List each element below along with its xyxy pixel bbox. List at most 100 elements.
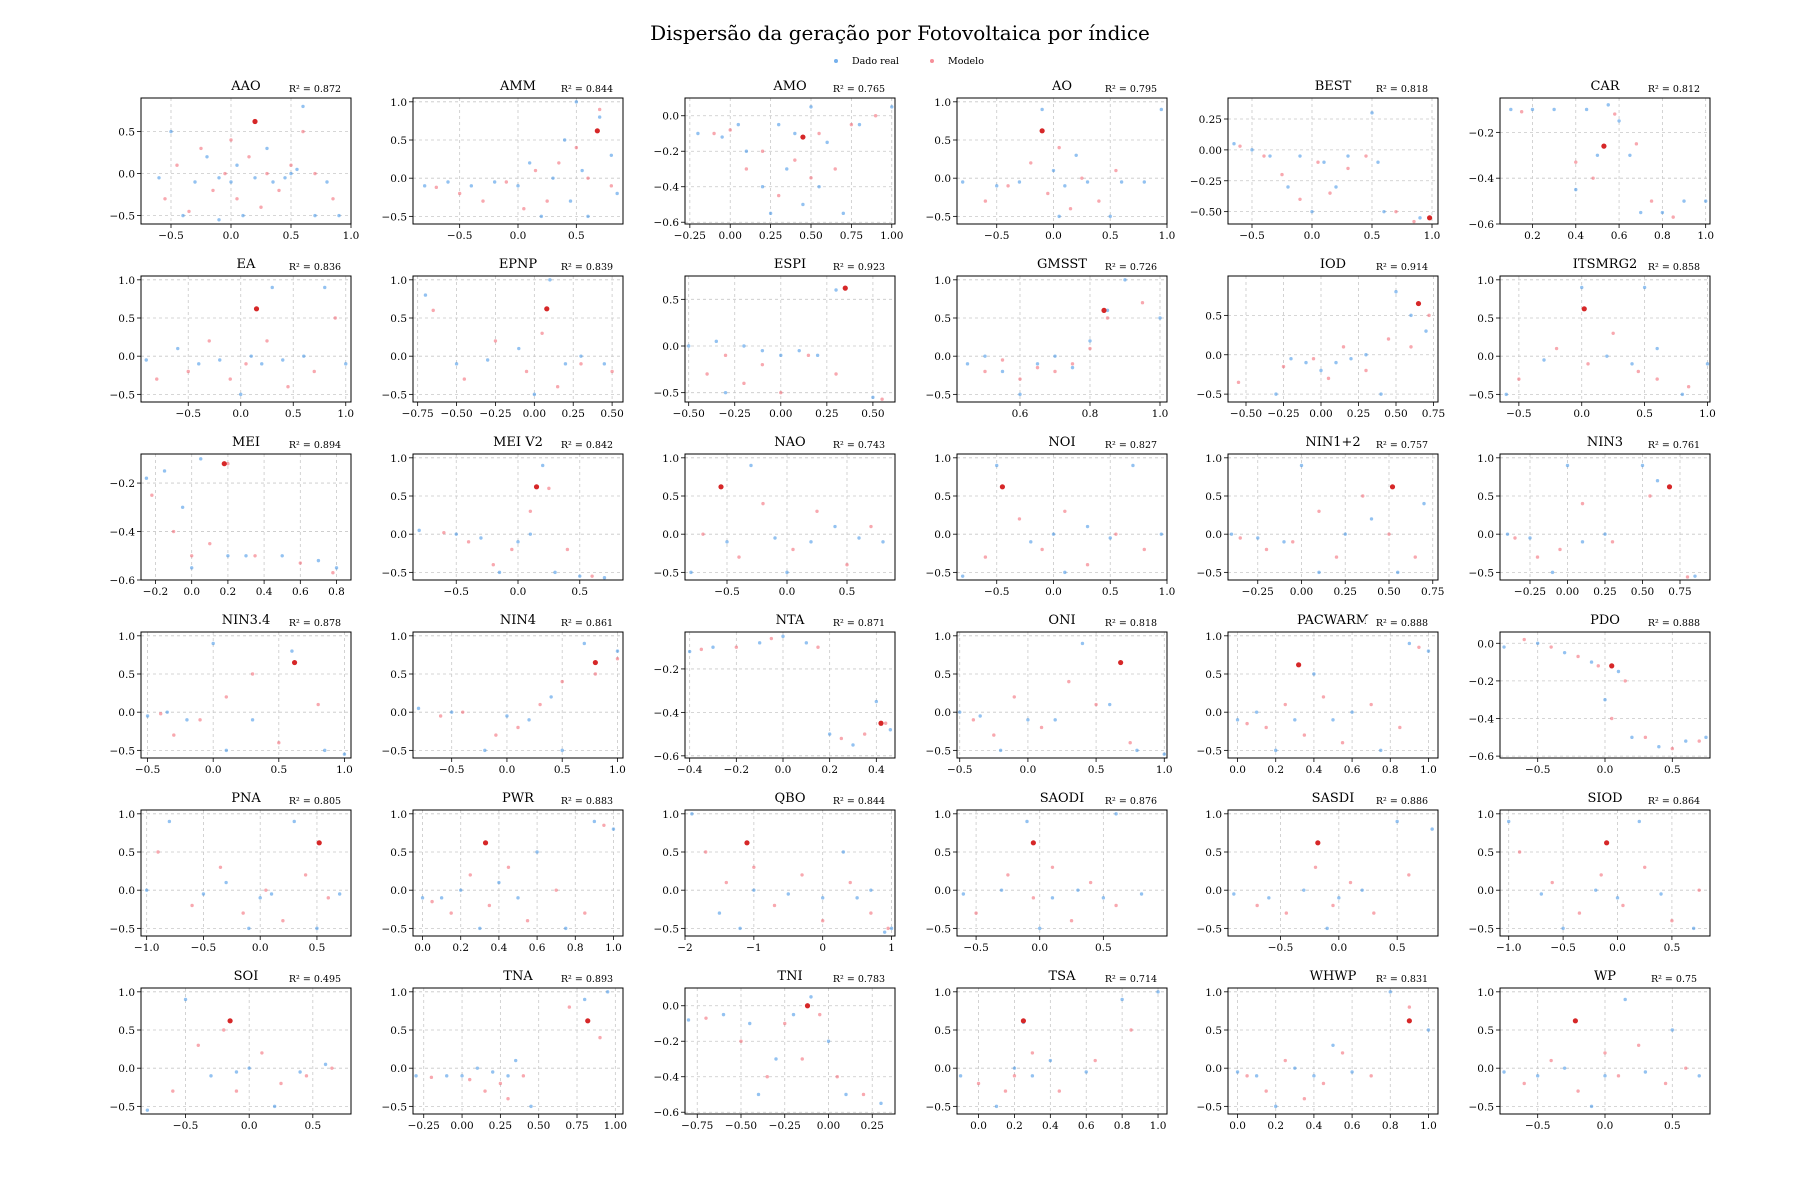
point-model [1387,532,1391,536]
y-tick-label: 0.0 [390,1063,407,1075]
point-real [1050,896,1055,900]
y-tick-label: −0.5 [382,745,408,757]
x-tick-label: 0.8 [1082,408,1099,420]
point-model [1369,702,1373,707]
point-model [976,1081,981,1086]
r2-box [823,260,895,274]
axes-frame [412,987,624,1115]
y-tick-label: −0.4 [1469,714,1495,726]
figure-title: Dispersão da geração por Fotovoltaica po… [650,21,1150,45]
point-real [1370,111,1374,115]
point-real [1302,888,1306,892]
point-real [483,748,487,753]
y-tick-label: 1.0 [1477,809,1494,821]
y-tick-label: −0.5 [1469,1101,1495,1113]
y-tick-label: 0.0 [1477,1063,1494,1075]
r2-label: R² = 0.842 [561,440,613,451]
y-tick-label: −0.5 [1469,389,1495,401]
point-model [1616,1074,1621,1078]
point-real [283,176,287,180]
subplot-title: NIN4 [500,613,536,628]
x-tick-label: 0.0 [779,586,796,598]
point-real [323,285,327,290]
axes-frame [140,631,352,759]
point-real [271,180,275,184]
point-model [264,888,268,892]
point-real [1388,990,1392,994]
point-real [1502,645,1506,649]
y-tick-label: 0.0 [118,885,135,897]
y-tick-label: 0.5 [1205,847,1222,859]
point-model [579,362,583,366]
x-tick-label: 0.4 [1306,1120,1323,1132]
r2-box [1095,82,1167,96]
y-tick-label: 0.5 [1205,669,1222,681]
point-real [1229,532,1234,536]
point-model [211,188,215,193]
point-real [785,570,789,575]
point-real [529,1104,533,1109]
subplot-amm: −0.5 0.0 0.5 −0.5 0.0 0.5 1.0 AMM R² = 0.844 [382,79,624,242]
point-real [1135,748,1139,753]
y-tick-label: 0.5 [390,847,407,859]
point-model [150,493,154,497]
r2-label: R² = 0.827 [1105,440,1157,451]
y-tick-label: −0.4 [654,1072,680,1084]
point-model [769,636,774,641]
point-model [705,372,709,376]
subplot-nin1-2: −0.25 0.00 0.25 0.50 0.75 −0.5 0.0 0.5 1.0 NIN1+2… [1197,435,1445,598]
x-tick-label: 0.50 [600,408,623,420]
point-real [1232,892,1236,896]
point-real [551,176,555,180]
x-tick-label: −0.5 [439,764,465,776]
r2-box [1638,438,1710,452]
point-real [1505,532,1510,536]
point-model [1621,903,1625,908]
point-real [1407,641,1412,646]
point-highlight [1118,659,1124,666]
point-model [1643,735,1648,740]
point-real [1691,926,1696,931]
point-highlight [1604,840,1610,846]
point-real [804,641,809,645]
point-highlight [1020,1018,1027,1024]
y-tick-label: 1.0 [934,631,951,643]
r2-label: R² = 0.831 [1376,974,1428,985]
y-tick-label: 0.0 [1477,885,1494,897]
point-real [258,896,262,900]
point-model [1317,509,1321,513]
point-model [483,1089,487,1093]
y-tick-label: −0.2 [654,146,680,158]
point-real [1051,532,1056,536]
y-tick-label: −0.5 [110,745,136,757]
r2-label: R² = 0.888 [1376,618,1428,629]
point-highlight [227,1018,233,1024]
point-real [1535,641,1540,645]
point-model [554,888,558,892]
x-tick-label: 0.6 [1344,1120,1361,1132]
point-model [699,647,704,652]
point-model [199,146,203,151]
point-model [821,919,825,923]
x-tick-label: 0.00 [1290,586,1313,598]
point-real [1693,574,1697,578]
point-real [760,348,765,353]
point-highlight [1039,128,1045,134]
x-tick-label: −0.25 [769,1120,801,1132]
point-real [744,149,749,153]
subplot-epnp: −0.75 −0.50 −0.25 0.00 0.25 0.50 −0.5 0.0 0.5 1.0… [382,257,624,420]
point-real [1053,718,1057,722]
x-tick-label: 0.0 [775,764,792,776]
point-model [155,377,159,381]
point-model [175,163,179,167]
point-real [235,163,239,167]
x-tick-label: −0.2 [143,586,169,598]
point-model [1611,331,1615,335]
point-real [742,344,746,348]
point-highlight [594,128,600,134]
point-real [1640,463,1645,468]
point-model [1686,385,1691,389]
point-model [1346,166,1350,171]
x-tick-label: 0.2 [1006,1120,1023,1132]
